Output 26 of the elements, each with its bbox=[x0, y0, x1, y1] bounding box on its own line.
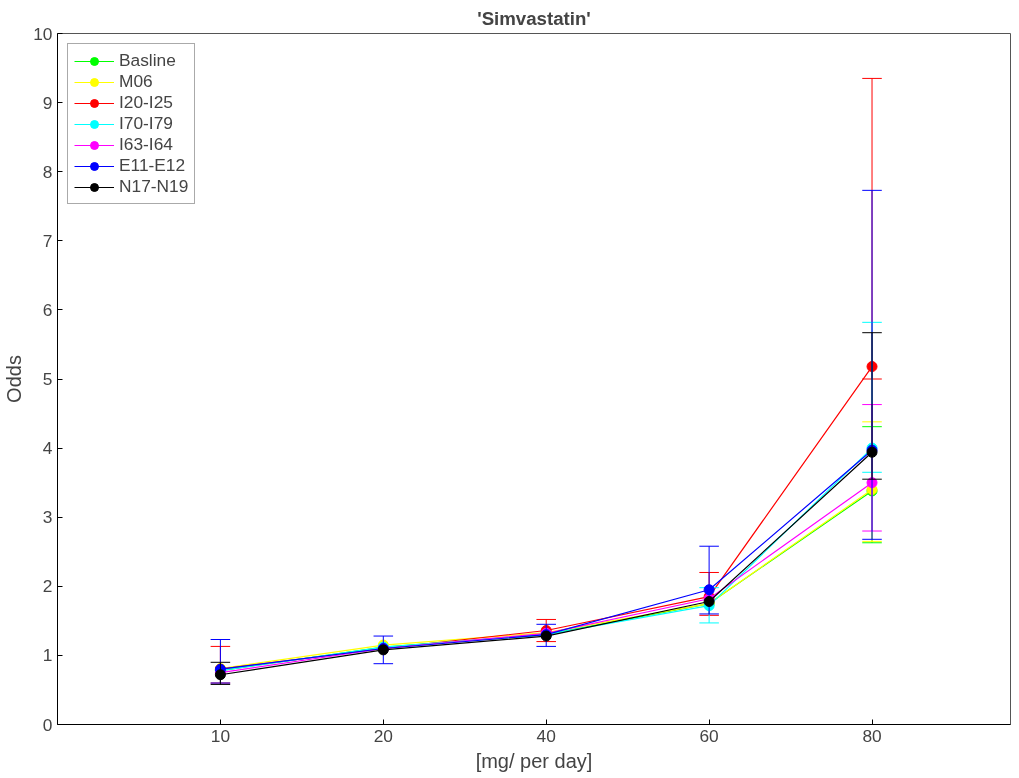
y-tick-label: 3 bbox=[42, 507, 53, 528]
y-tick-label: 8 bbox=[42, 161, 53, 182]
y-tick-label: 4 bbox=[42, 438, 53, 459]
x-axis-title: [mg/ per day] bbox=[475, 749, 593, 772]
x-tick-label: 40 bbox=[536, 725, 556, 746]
x-tick-label: 80 bbox=[862, 725, 882, 746]
y-tick-label: 10 bbox=[33, 23, 53, 44]
legend-label: M06 bbox=[119, 71, 153, 92]
y-tick-label: 5 bbox=[42, 369, 53, 389]
y-tick-label: 1 bbox=[42, 645, 53, 666]
y-tick-label: 9 bbox=[42, 92, 53, 113]
x-tick-label: 10 bbox=[210, 725, 231, 746]
y-axis-title: Odds bbox=[3, 355, 26, 403]
x-tick-label: 60 bbox=[699, 725, 719, 746]
legend-label: N17-N19 bbox=[119, 176, 189, 197]
legend-label: I20-I25 bbox=[119, 92, 173, 113]
legend-label: I70-I79 bbox=[119, 113, 173, 134]
y-tick-label: 2 bbox=[42, 576, 53, 597]
y-tick-label: 7 bbox=[42, 230, 53, 251]
y-tick-label: 0 bbox=[42, 714, 53, 735]
legend-label: I63-I64 bbox=[119, 134, 173, 155]
x-tick-label: 20 bbox=[373, 725, 393, 746]
chart-title: 'Simvastatin' bbox=[477, 7, 591, 29]
legend-label: E11-E12 bbox=[119, 155, 186, 176]
y-tick-label: 6 bbox=[42, 299, 53, 320]
legend-label: Basline bbox=[119, 50, 176, 71]
